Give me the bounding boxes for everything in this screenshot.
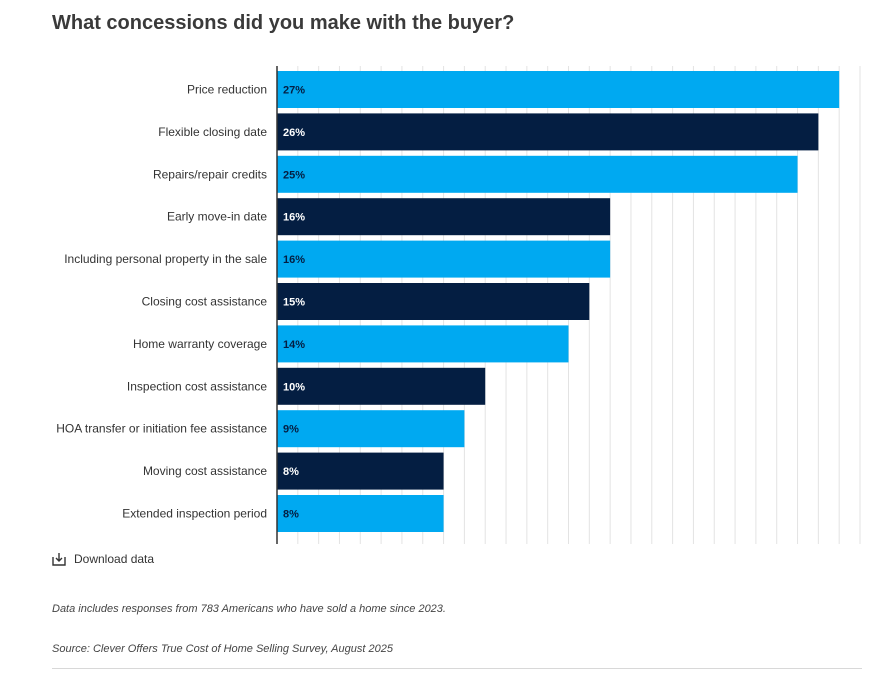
bar-chart: Price reduction Flexible closing date Repa… (56, 66, 861, 544)
category-label: Extended inspection period (122, 507, 267, 521)
value-label: 26% (283, 127, 305, 139)
value-label: 14% (283, 339, 305, 351)
category-label: Repairs/repair credits (153, 167, 267, 181)
category-label: Home warranty coverage (133, 337, 267, 351)
bar (277, 113, 819, 151)
download-data-button[interactable]: Download data (52, 552, 154, 566)
value-label: 16% (283, 254, 305, 266)
value-labels: 27% 26% 25% 16% 16% 15% 14% 10% 9% 8% 8% (283, 85, 305, 521)
bar (277, 240, 611, 278)
bar (277, 283, 590, 320)
value-label: 9% (283, 424, 299, 436)
bar (277, 71, 840, 108)
responses-note: Data includes responses from 783 America… (52, 603, 446, 615)
divider (52, 668, 862, 669)
download-data-label: Download data (74, 552, 155, 566)
value-label: 16% (283, 212, 305, 224)
download-icon (52, 553, 66, 566)
category-label: Flexible closing date (158, 125, 267, 139)
bar (277, 367, 486, 405)
category-label: HOA transfer or initiation fee assistanc… (56, 422, 267, 436)
bar (277, 325, 569, 363)
bars (277, 71, 840, 532)
category-label: Price reduction (187, 83, 267, 97)
value-label: 10% (283, 381, 305, 393)
value-label: 8% (283, 509, 299, 521)
category-label: Inspection cost assistance (127, 379, 267, 393)
bar (277, 198, 611, 236)
category-label: Moving cost assistance (143, 464, 267, 478)
value-label: 27% (283, 85, 305, 97)
chart-title: What concessions did you make with the b… (52, 12, 515, 34)
value-label: 8% (283, 466, 299, 478)
category-label: Including personal property in the sale (64, 252, 267, 266)
source-note: Source: Clever Offers True Cost of Home … (52, 643, 393, 655)
value-label: 15% (283, 297, 305, 309)
bar (277, 410, 465, 448)
category-label: Early move-in date (167, 210, 267, 224)
bar (277, 452, 444, 490)
category-labels: Price reduction Flexible closing date Repa… (56, 83, 267, 521)
value-label: 25% (283, 169, 305, 181)
bar (277, 155, 798, 193)
category-label: Closing cost assistance (142, 295, 268, 309)
bar (277, 495, 444, 532)
